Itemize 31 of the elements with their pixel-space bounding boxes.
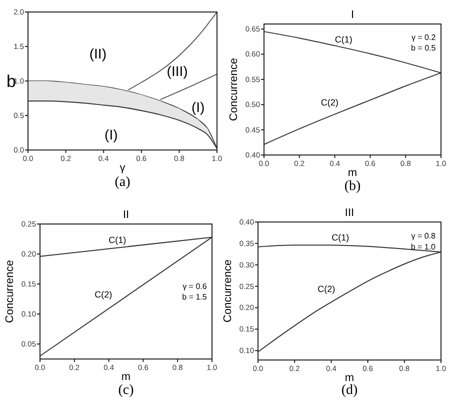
text: (d) [341,383,358,398]
series-label: C(1) [334,34,352,45]
text: (b) [344,179,361,194]
x-axis-title: m [344,372,354,384]
annotation: γ = 0.6 [182,282,208,291]
x-axis-title: γ [120,162,126,174]
chart-title: I [350,9,354,21]
series-label: C(2) [320,98,338,108]
series-label: C(1) [332,232,350,242]
y-axis-title: Concurrence [4,260,16,323]
series-label: C(2) [318,284,336,294]
chart-title: II [122,209,130,221]
annotation: b = 1.0 [410,242,436,252]
annotation: (II) [89,45,106,62]
y-axis-title: Concurrence [228,58,240,121]
y-axis-title: Concurrence [222,260,234,322]
annotation: (I) [191,99,205,116]
annotation: γ = 0.2 [411,32,436,42]
annotation: γ = 0.8 [411,232,436,241]
text: (c) [118,383,134,398]
annotation: (III) [166,63,188,80]
series-label: C(1) [108,234,126,245]
annotation: b = 0.5 [411,43,436,52]
annotation: (I) [104,126,118,143]
x-axis-title: m [348,167,358,179]
annotation: b = 1.5 [182,292,208,302]
y-axis-title: b [6,72,16,91]
x-axis-title: m [121,371,131,383]
text: (a) [114,175,131,190]
chart-title: III [344,207,354,219]
series-label: C(2) [94,290,112,300]
